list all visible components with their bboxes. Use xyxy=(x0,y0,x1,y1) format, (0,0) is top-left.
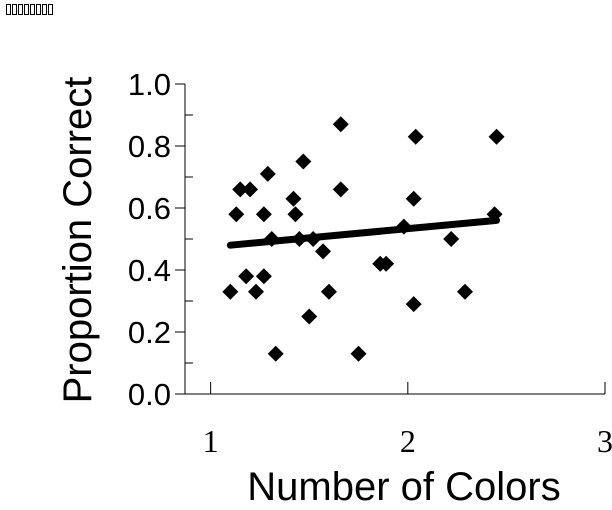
data-point xyxy=(332,181,349,198)
data-point xyxy=(395,218,412,235)
header-glyph-box xyxy=(42,4,47,15)
x-tick-label: 2 xyxy=(400,423,416,459)
data-point xyxy=(457,283,473,300)
header-glyph-box xyxy=(48,4,53,15)
data-point xyxy=(247,283,264,300)
data-point xyxy=(350,345,367,362)
header-glyph-box xyxy=(24,4,29,15)
data-point xyxy=(407,128,424,145)
x-axis-label: Number of Colors xyxy=(247,465,560,509)
data-point xyxy=(238,268,255,285)
data-point xyxy=(332,116,349,133)
data-point xyxy=(255,206,272,223)
header-glyph-box xyxy=(12,4,17,15)
header-glyph-box xyxy=(6,4,11,15)
y-tick-label: 1.0 xyxy=(128,67,171,102)
data-point xyxy=(295,153,312,170)
y-tick-label: 0.2 xyxy=(128,315,171,350)
y-tick-label: 0.0 xyxy=(128,377,171,412)
data-point xyxy=(301,308,318,325)
x-tick-label: 3 xyxy=(597,423,612,459)
data-point xyxy=(232,181,249,198)
data-point xyxy=(378,255,395,272)
data-point xyxy=(263,231,280,247)
x-tick-label: 1 xyxy=(203,423,219,459)
data-point xyxy=(222,283,239,300)
data-point xyxy=(488,128,505,145)
y-axis-label: Proportion Correct xyxy=(56,77,100,404)
data-point xyxy=(486,206,503,223)
data-point xyxy=(255,268,272,285)
data-point xyxy=(228,206,245,223)
data-point xyxy=(267,345,284,362)
y-tick-label: 0.4 xyxy=(128,253,171,288)
data-point xyxy=(405,296,422,313)
data-point xyxy=(285,190,302,207)
data-point xyxy=(287,206,304,223)
y-tick-label: 0.8 xyxy=(128,129,171,164)
data-point xyxy=(305,231,322,247)
header-glyph-box xyxy=(36,4,41,15)
data-point xyxy=(320,283,337,300)
data-point xyxy=(443,231,460,247)
data-point xyxy=(242,181,259,198)
header-glyphs xyxy=(6,4,53,15)
data-point xyxy=(291,231,308,247)
header-glyph-box xyxy=(18,4,23,15)
header-glyph-box xyxy=(30,4,35,15)
y-tick-label: 0.6 xyxy=(128,191,171,226)
data-point xyxy=(405,190,422,207)
data-point xyxy=(259,165,276,182)
data-point xyxy=(315,243,332,260)
